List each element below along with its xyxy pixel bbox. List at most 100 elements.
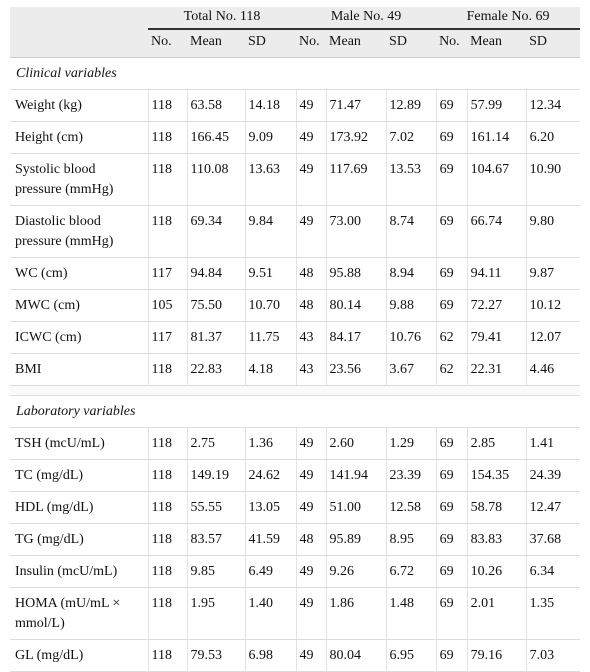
table-body: Clinical variables Weight (kg) 118 63.58 14.… (10, 57, 581, 672)
section-title: Laboratory variables (10, 395, 581, 428)
table-cell: 149.19 (187, 459, 246, 492)
table-cell: 62 (436, 353, 468, 386)
table-cell: 2.85 (467, 427, 527, 460)
table-cell: 1.48 (386, 587, 437, 640)
table-cell: 6.72 (386, 555, 437, 588)
table-cell: 118 (148, 523, 188, 556)
table-cell: 118 (148, 639, 188, 672)
row-label: MWC (cm) (10, 289, 149, 322)
table-cell: 51.00 (326, 491, 387, 524)
table-cell: 12.47 (526, 491, 581, 524)
table-cell: 63.58 (187, 89, 246, 122)
table-cell: 49 (296, 555, 327, 588)
table-row: BMI 118 22.83 4.18 43 23.56 3.67 62 22.31 4.46 (10, 353, 581, 386)
section-title: Clinical variables (10, 57, 581, 90)
table-cell: 79.16 (467, 639, 527, 672)
table-cell: 7.02 (386, 121, 437, 154)
table-cell: 1.41 (526, 427, 581, 460)
table-cell: 48 (296, 289, 327, 322)
table-cell: 69 (436, 587, 468, 640)
sub-header-mean: Mean (187, 29, 245, 58)
table-cell: 9.88 (386, 289, 437, 322)
table-cell: 49 (296, 89, 327, 122)
row-label: HOMA (mU/mL × mmol/L) (10, 587, 149, 640)
row-label: ICWC (cm) (10, 321, 149, 354)
table-cell: 166.45 (187, 121, 246, 154)
table-cell: 3.67 (386, 353, 437, 386)
table-cell: 2.01 (467, 587, 527, 640)
table-cell: 49 (296, 459, 327, 492)
table-cell: 69 (436, 257, 468, 290)
table-cell: 58.78 (467, 491, 527, 524)
sub-header-no: No. (148, 29, 187, 58)
table-row: Height (cm) 118 166.45 9.09 49 173.92 7.02 69 16… (10, 121, 581, 154)
table-cell: 69 (436, 289, 468, 322)
table-row: TSH (mcU/mL) 118 2.75 1.36 49 2.60 1.29 69 2.85 1… (10, 427, 581, 460)
table-cell: 12.07 (526, 321, 581, 354)
table-cell: 13.05 (245, 491, 297, 524)
table-cell: 9.80 (526, 205, 581, 258)
table-cell: 9.85 (187, 555, 246, 588)
table-cell: 117 (148, 321, 188, 354)
group-header-female: Female No. 69 (436, 7, 581, 30)
table-cell: 1.29 (386, 427, 437, 460)
row-label: TSH (mcU/mL) (10, 427, 149, 460)
table-cell: 49 (296, 121, 327, 154)
group-header-total: Total No. 118 (148, 7, 297, 30)
table-cell: 4.18 (245, 353, 297, 386)
table-cell: 49 (296, 205, 327, 258)
table-cell: 154.35 (467, 459, 527, 492)
table-cell: 41.59 (245, 523, 297, 556)
table-cell: 118 (148, 121, 188, 154)
table-cell: 84.17 (326, 321, 387, 354)
table-cell: 13.63 (245, 153, 297, 206)
table-cell: 6.95 (386, 639, 437, 672)
table-cell: 69 (436, 459, 468, 492)
table-cell: 105 (148, 289, 188, 322)
table-cell: 9.87 (526, 257, 581, 290)
table-cell: 48 (296, 257, 327, 290)
table-cell: 71.47 (326, 89, 387, 122)
table-cell: 79.53 (187, 639, 246, 672)
table-cell: 141.94 (326, 459, 387, 492)
table-cell: 22.31 (467, 353, 527, 386)
table-row: Diastolic blood pressure (mmHg) 118 69.34 9… (10, 205, 581, 258)
table-cell: 2.75 (187, 427, 246, 460)
table-cell: 69 (436, 523, 468, 556)
sub-header-row: No. Mean SD No. Mean SD No. Mean SD (10, 29, 581, 58)
table-cell: 8.95 (386, 523, 437, 556)
table-cell: 1.36 (245, 427, 297, 460)
table-cell: 75.50 (187, 289, 246, 322)
sub-header-no: No. (296, 29, 327, 58)
table-cell: 49 (296, 587, 327, 640)
table-cell: 83.57 (187, 523, 246, 556)
table-cell: 24.39 (526, 459, 581, 492)
table-cell: 118 (148, 427, 188, 460)
table-cell: 49 (296, 153, 327, 206)
table-cell: 13.53 (386, 153, 437, 206)
row-label: HDL (mg/dL) (10, 491, 149, 524)
table-cell: 6.20 (526, 121, 581, 154)
table-cell: 94.84 (187, 257, 246, 290)
table-cell: 57.99 (467, 89, 527, 122)
statistics-table: Total No. 118 Male No. 49 Female No. 69 … (10, 7, 581, 672)
table-cell: 69 (436, 427, 468, 460)
table-cell: 8.74 (386, 205, 437, 258)
table-cell: 118 (148, 89, 188, 122)
table-cell: 81.37 (187, 321, 246, 354)
table-row: HDL (mg/dL) 118 55.55 13.05 49 51.00 12.58 69 58… (10, 491, 581, 524)
sub-header-mean: Mean (467, 29, 527, 58)
table-cell: 69.34 (187, 205, 246, 258)
table-cell: 10.90 (526, 153, 581, 206)
table-cell: 69 (436, 205, 468, 258)
table-cell: 6.49 (245, 555, 297, 588)
section-header-row: Laboratory variables (10, 395, 581, 428)
table-cell: 6.34 (526, 555, 581, 588)
table-cell: 48 (296, 523, 327, 556)
table-row: Insulin (mcU/mL) 118 9.85 6.49 49 9.26 6.72 69 1… (10, 555, 581, 588)
table-cell: 49 (296, 427, 327, 460)
table-cell: 10.70 (245, 289, 297, 322)
table-cell: 66.74 (467, 205, 527, 258)
table-cell: 43 (296, 353, 327, 386)
table-cell: 110.08 (187, 153, 246, 206)
